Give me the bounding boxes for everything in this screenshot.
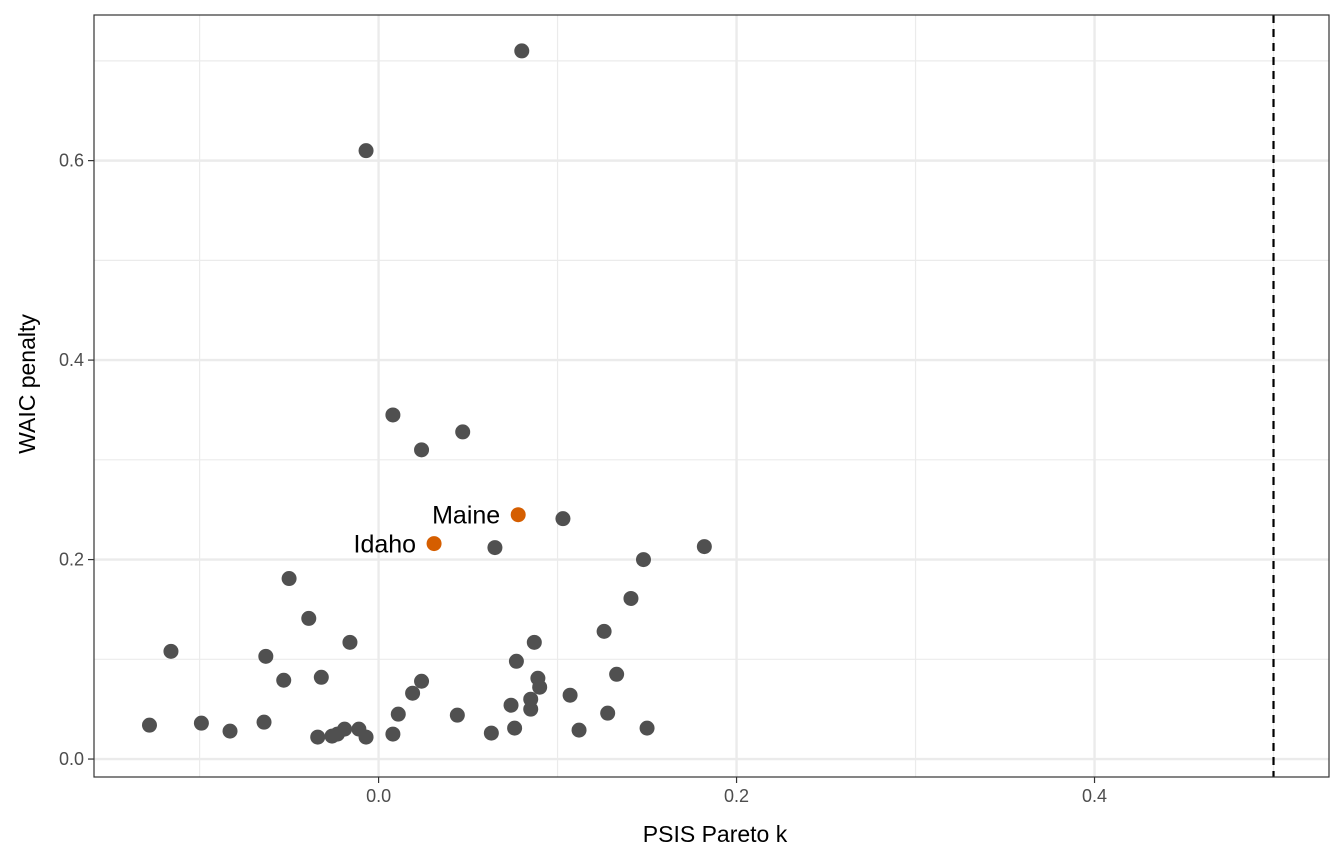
data-point xyxy=(414,673,430,689)
data-point xyxy=(163,643,179,659)
data-point xyxy=(141,717,157,733)
data-point xyxy=(358,143,374,159)
highlighted-point xyxy=(426,536,442,552)
highlighted-point xyxy=(510,507,526,523)
points-layer xyxy=(141,43,712,745)
y-tick-label: 0.0 xyxy=(59,749,84,769)
data-point xyxy=(193,715,209,731)
data-point xyxy=(507,720,523,736)
data-point xyxy=(609,666,625,682)
data-point xyxy=(449,707,465,723)
point-labels-layer: Maine Idaho xyxy=(354,502,501,559)
data-point xyxy=(483,725,499,741)
data-point xyxy=(571,722,587,738)
data-point xyxy=(596,623,612,639)
y-tick-label: 0.2 xyxy=(59,550,84,570)
data-point xyxy=(301,610,317,626)
data-point xyxy=(623,590,639,606)
data-point xyxy=(526,634,542,650)
x-axis-title: PSIS Pareto k xyxy=(643,821,788,847)
data-point xyxy=(310,729,326,745)
data-point xyxy=(385,407,401,423)
data-point xyxy=(313,669,329,685)
data-point xyxy=(532,679,548,695)
data-point xyxy=(342,634,358,650)
x-tick-label: 0.4 xyxy=(1082,786,1107,806)
x-tick-label: 0.0 xyxy=(366,786,391,806)
data-point xyxy=(562,687,578,703)
data-point xyxy=(455,424,471,440)
data-point xyxy=(276,672,292,688)
data-point xyxy=(635,552,651,568)
data-point xyxy=(523,701,539,717)
data-point xyxy=(503,697,519,713)
panel-border xyxy=(93,14,1330,778)
y-axis-title: WAIC penalty xyxy=(14,314,40,454)
data-point xyxy=(256,714,272,730)
major-gridlines xyxy=(94,15,1329,777)
data-point xyxy=(508,653,524,669)
data-point xyxy=(555,511,571,527)
y-tick-label: 0.4 xyxy=(59,350,84,370)
x-axis: 0.0 0.2 0.4 xyxy=(366,777,1107,806)
data-point xyxy=(390,706,406,722)
y-axis: 0.0 0.2 0.4 0.6 xyxy=(59,151,94,769)
data-point xyxy=(222,723,238,739)
data-point xyxy=(696,539,712,555)
data-point xyxy=(487,540,503,556)
plot-panel xyxy=(94,15,1329,777)
point-label: Idaho xyxy=(354,531,417,559)
data-point xyxy=(281,571,297,587)
data-point xyxy=(639,720,655,736)
data-point xyxy=(324,728,340,744)
data-point xyxy=(385,726,401,742)
data-point xyxy=(514,43,530,59)
data-point xyxy=(600,705,616,721)
data-point xyxy=(405,685,421,701)
y-tick-label: 0.6 xyxy=(59,151,84,171)
point-label: Maine xyxy=(432,502,500,530)
data-point xyxy=(258,648,274,664)
data-point xyxy=(414,442,430,458)
data-point xyxy=(358,729,374,745)
x-tick-label: 0.2 xyxy=(724,786,749,806)
